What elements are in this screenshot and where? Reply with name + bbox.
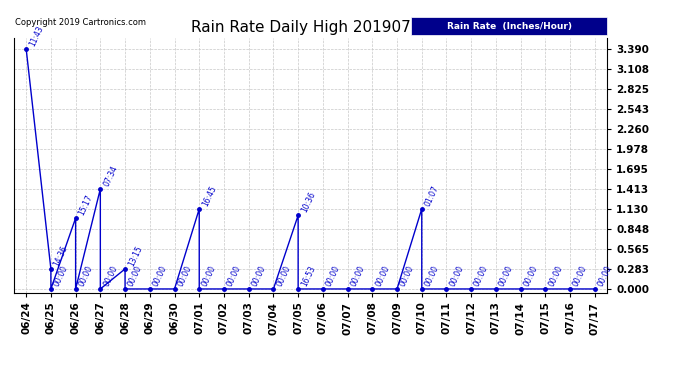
- Text: 00:00: 00:00: [101, 264, 119, 288]
- Text: 00:00: 00:00: [226, 264, 243, 288]
- Text: 00:00: 00:00: [151, 264, 168, 288]
- Text: 00:00: 00:00: [275, 264, 293, 288]
- Text: 01:07: 01:07: [423, 184, 440, 207]
- Text: 00:00: 00:00: [349, 264, 366, 288]
- Text: Rain Rate  (Inches/Hour): Rain Rate (Inches/Hour): [447, 21, 572, 30]
- Text: 00:00: 00:00: [448, 264, 465, 288]
- Text: 00:00: 00:00: [546, 264, 564, 288]
- Text: 14:36: 14:36: [52, 244, 70, 267]
- Text: 00:00: 00:00: [324, 264, 342, 288]
- Text: 00:00: 00:00: [126, 264, 144, 288]
- Text: 16:53: 16:53: [299, 264, 317, 288]
- Text: 16:45: 16:45: [201, 184, 218, 207]
- Text: 00:00: 00:00: [473, 264, 490, 288]
- Text: 00:00: 00:00: [250, 264, 268, 288]
- Text: 00:00: 00:00: [77, 264, 95, 288]
- Text: 00:00: 00:00: [52, 264, 70, 288]
- Text: 00:00: 00:00: [571, 264, 589, 288]
- Text: 11:43: 11:43: [28, 24, 45, 48]
- Text: 07:34: 07:34: [101, 164, 119, 188]
- Text: 00:00: 00:00: [201, 264, 218, 288]
- Text: 00:00: 00:00: [176, 264, 193, 288]
- Text: 13:15: 13:15: [126, 244, 144, 267]
- Title: Rain Rate Daily High 20190718: Rain Rate Daily High 20190718: [191, 20, 430, 35]
- Text: 00:00: 00:00: [497, 264, 515, 288]
- Text: 00:00: 00:00: [423, 264, 441, 288]
- Text: Copyright 2019 Cartronics.com: Copyright 2019 Cartronics.com: [15, 18, 146, 27]
- Text: 00:00: 00:00: [374, 264, 391, 288]
- Text: 10:36: 10:36: [299, 190, 317, 214]
- Text: 15:17: 15:17: [77, 193, 95, 217]
- Text: 00:00: 00:00: [398, 264, 416, 288]
- Text: 00:00: 00:00: [522, 264, 540, 288]
- Text: 00:00: 00:00: [596, 264, 613, 288]
- FancyBboxPatch shape: [411, 17, 607, 35]
